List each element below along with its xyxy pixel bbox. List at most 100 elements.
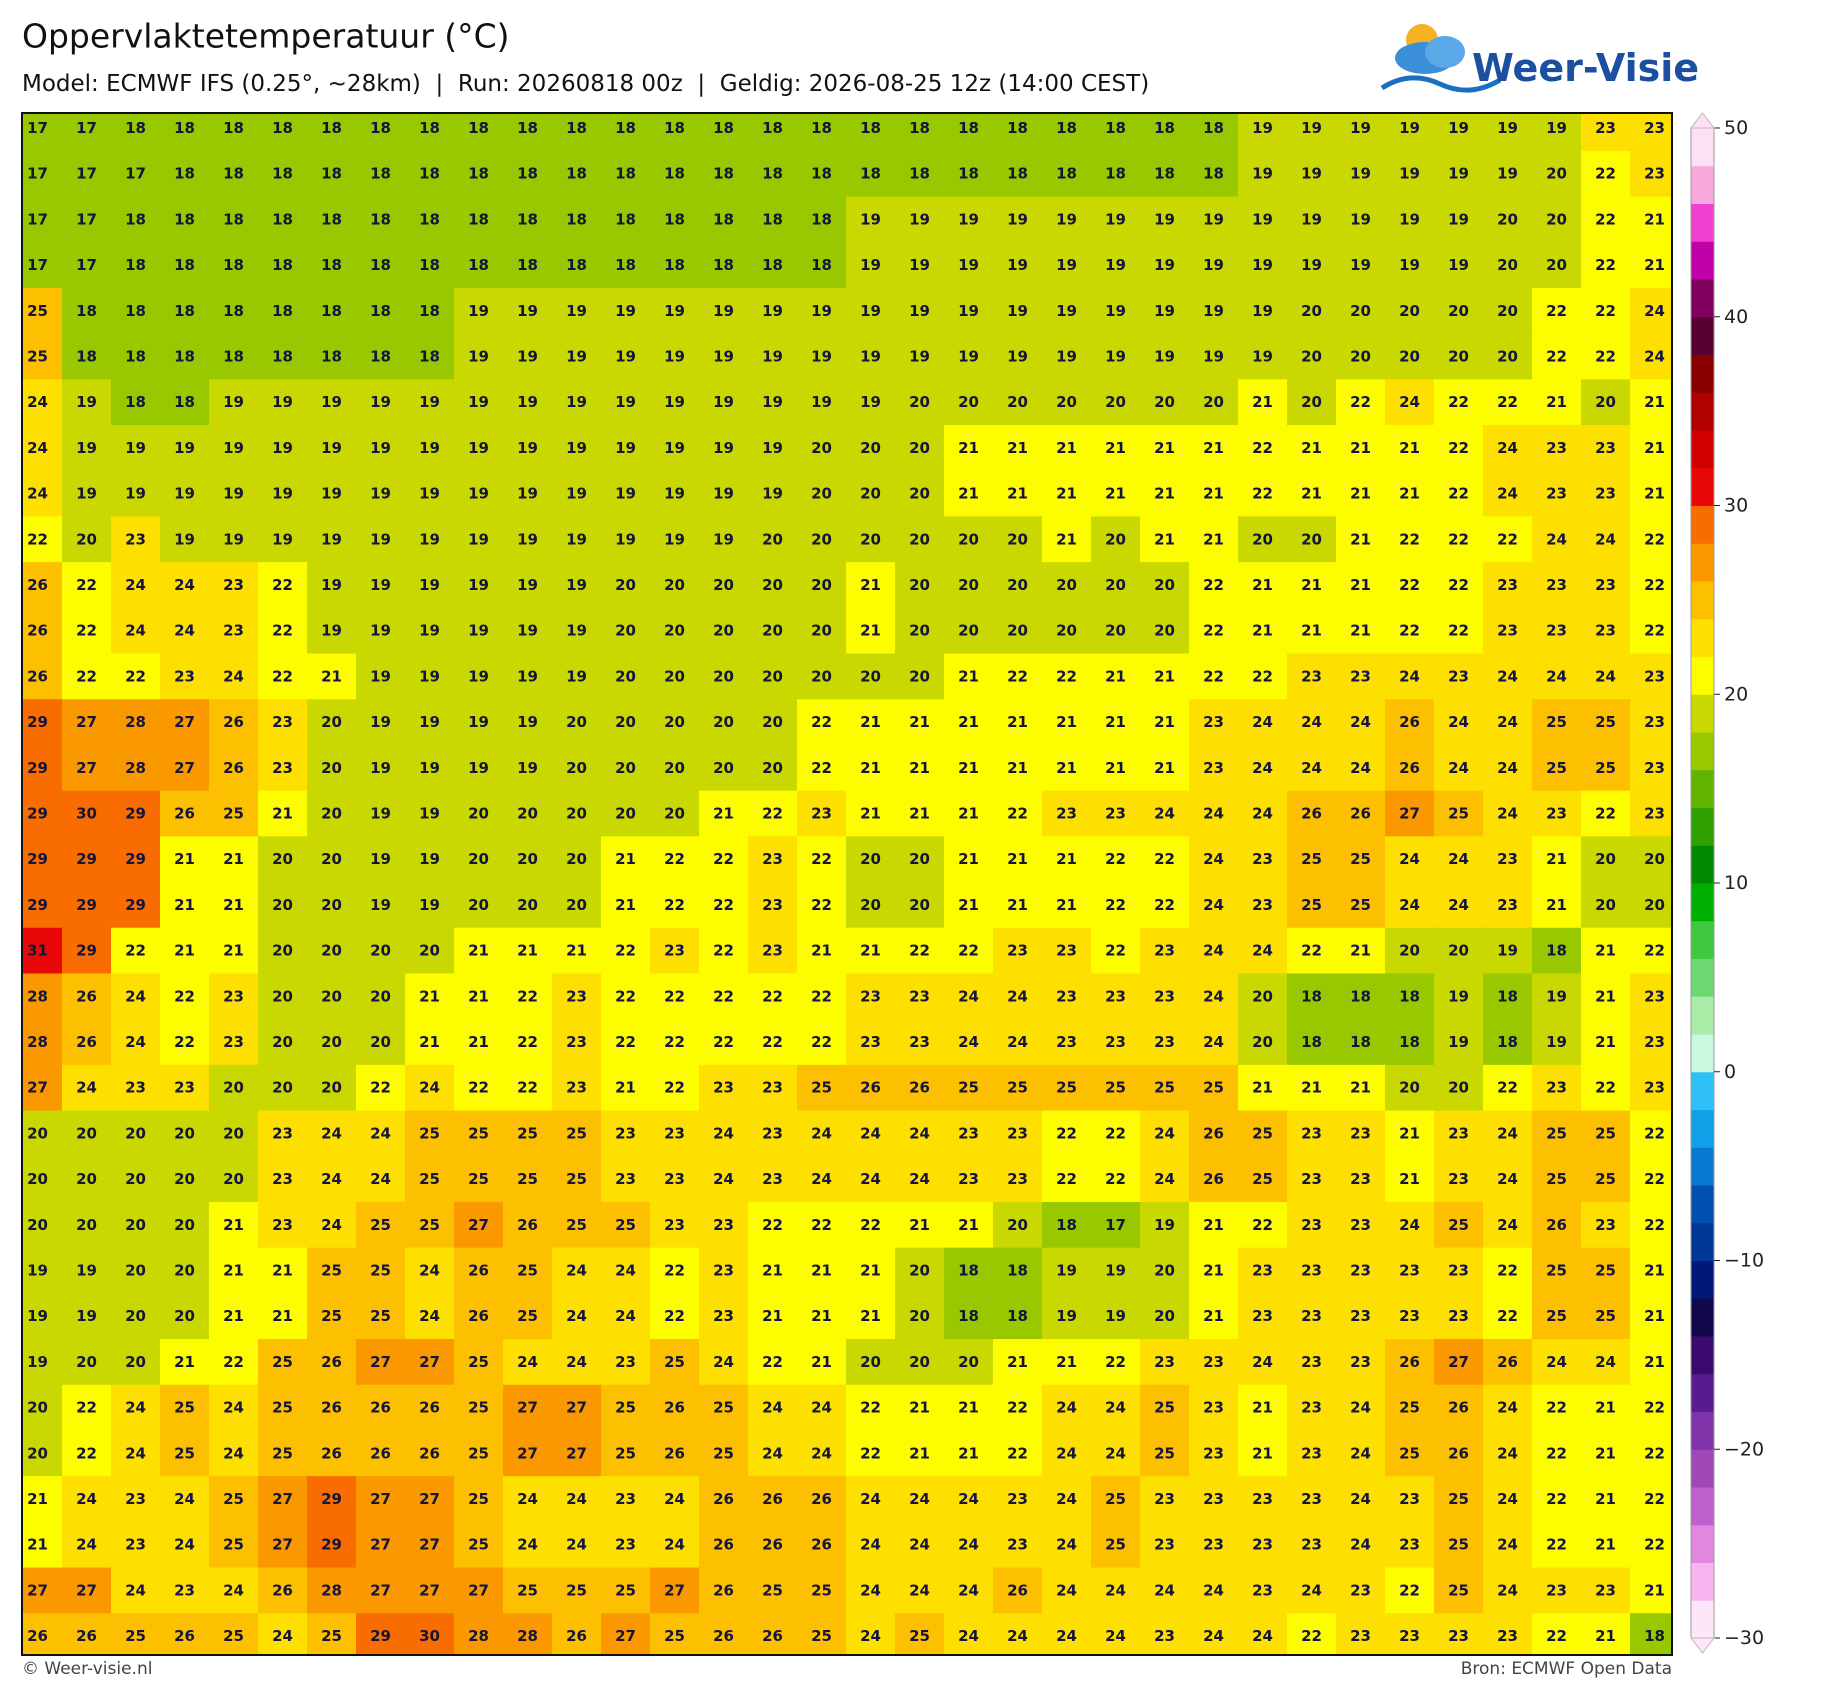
colorbar-band — [1691, 883, 1714, 922]
temperature-label: 18 — [566, 210, 587, 228]
temperature-label: 21 — [1203, 1307, 1224, 1325]
temperature-label: 23 — [1252, 1307, 1273, 1325]
temperature-label: 26 — [370, 1399, 391, 1417]
temperature-cell — [846, 1613, 896, 1655]
temperature-label: 19 — [517, 576, 538, 594]
temperature-cell — [503, 562, 553, 609]
temperature-label: 19 — [517, 302, 538, 320]
temperature-label: 23 — [664, 1124, 685, 1142]
temperature-cell — [846, 516, 896, 563]
colorbar-band — [1691, 1034, 1714, 1073]
temperature-cell — [748, 1019, 798, 1066]
temperature-cell — [1140, 242, 1190, 289]
temperature-cell — [1532, 744, 1582, 792]
temperature-label: 21 — [1252, 393, 1273, 411]
temperature-cell — [356, 242, 406, 289]
temperature-cell — [405, 1384, 455, 1432]
temperature-label: 28 — [27, 987, 48, 1005]
temperature-label: 22 — [1644, 576, 1665, 594]
temperature-label: 25 — [321, 1627, 342, 1645]
temperature-cell — [846, 1247, 896, 1294]
temperature-cell — [1238, 242, 1288, 289]
temperature-label: 26 — [321, 1399, 342, 1417]
temperature-cell — [160, 1613, 210, 1655]
temperature-cell — [1385, 113, 1435, 152]
temperature-cell — [307, 790, 357, 837]
temperature-cell — [1287, 744, 1337, 792]
temperature-cell — [209, 333, 259, 380]
temperature-cell — [1581, 1064, 1631, 1112]
temperature-cell — [1630, 1613, 1672, 1655]
temperature-cell — [699, 333, 749, 380]
temperature-label: 20 — [664, 759, 685, 777]
temperature-label: 23 — [1203, 1536, 1224, 1554]
temperature-cell — [699, 1384, 749, 1432]
temperature-cell — [503, 1384, 553, 1432]
temperature-label: 20 — [1007, 530, 1028, 548]
temperature-label: 18 — [468, 210, 489, 228]
temperature-label: 23 — [1350, 1216, 1371, 1234]
temperature-cell — [993, 744, 1043, 792]
temperature-label: 21 — [1203, 1216, 1224, 1234]
temperature-label: 19 — [468, 439, 489, 457]
temperature-label: 19 — [517, 439, 538, 457]
temperature-label: 23 — [1056, 987, 1077, 1005]
temperature-cell — [454, 1064, 504, 1112]
temperature-cell — [993, 1430, 1043, 1477]
temperature-cell — [1042, 150, 1092, 198]
temperature-label: 19 — [909, 348, 930, 366]
temperature-label: 23 — [1350, 1170, 1371, 1188]
temperature-cell — [1532, 1613, 1582, 1655]
temperature-label: 19 — [1056, 1307, 1077, 1325]
temperature-label: 29 — [27, 713, 48, 731]
temperature-label: 23 — [1301, 1307, 1322, 1325]
temperature-cell — [1336, 150, 1386, 198]
temperature-label: 26 — [468, 1262, 489, 1280]
temperature-cell — [1385, 699, 1435, 746]
temperature-cell — [1434, 973, 1484, 1020]
temperature-cell — [1287, 113, 1337, 152]
temperature-label: 22 — [1252, 439, 1273, 457]
temperature-cell — [552, 333, 602, 380]
temperature-cell — [1042, 287, 1092, 335]
temperature-label: 21 — [1301, 622, 1322, 640]
temperature-label: 23 — [1644, 119, 1665, 137]
temperature-label: 23 — [762, 850, 783, 868]
temperature-cell — [1140, 744, 1190, 792]
temperature-label: 21 — [958, 1216, 979, 1234]
temperature-label: 25 — [566, 1581, 587, 1599]
temperature-cell — [1287, 1201, 1337, 1249]
temperature-label: 23 — [1595, 1216, 1616, 1234]
temperature-cell — [160, 607, 210, 655]
temperature-label: 18 — [468, 119, 489, 137]
temperature-label: 23 — [1105, 987, 1126, 1005]
temperature-label: 19 — [468, 759, 489, 777]
temperature-label: 18 — [860, 165, 881, 183]
temperature-label: 28 — [517, 1627, 538, 1645]
temperature-label: 20 — [1301, 393, 1322, 411]
temperature-cell — [1630, 1156, 1672, 1203]
temperature-cell — [601, 1110, 651, 1157]
temperature-label: 22 — [713, 896, 734, 914]
temperature-label: 22 — [1644, 1399, 1665, 1417]
temperature-cell — [209, 1156, 259, 1203]
temperature-label: 19 — [713, 393, 734, 411]
temperature-cell — [160, 1110, 210, 1157]
temperature-cell — [699, 113, 749, 152]
temperature-cell — [111, 287, 161, 335]
temperature-cell — [160, 1019, 210, 1066]
temperature-cell — [22, 1430, 63, 1477]
temperature-label: 21 — [27, 1490, 48, 1508]
temperature-label: 22 — [468, 1079, 489, 1097]
temperature-label: 19 — [713, 530, 734, 548]
temperature-cell — [993, 836, 1043, 883]
temperature-cell — [258, 516, 308, 563]
temperature-label: 19 — [223, 393, 244, 411]
temperature-label: 21 — [1399, 439, 1420, 457]
temperature-label: 21 — [1007, 759, 1028, 777]
temperature-label: 18 — [566, 256, 587, 274]
temperature-label: 17 — [125, 165, 146, 183]
temperature-label: 22 — [1056, 667, 1077, 685]
temperature-cell — [1385, 1293, 1435, 1340]
temperature-cell — [454, 1339, 504, 1386]
